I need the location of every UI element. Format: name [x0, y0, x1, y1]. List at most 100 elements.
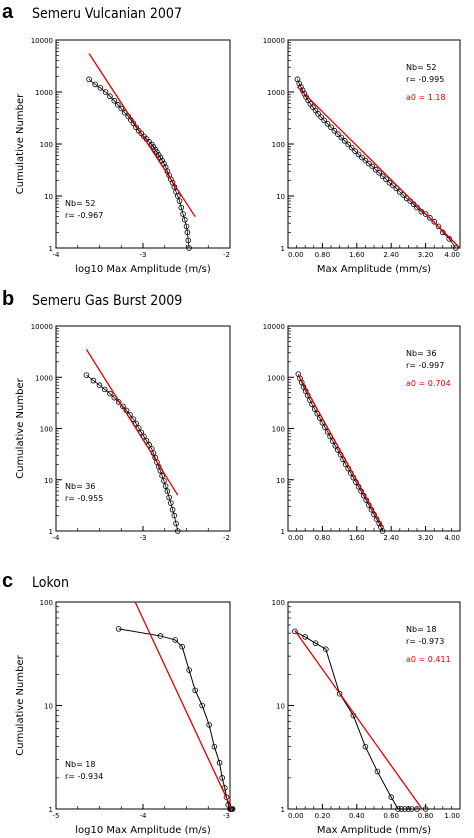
y-tick-label: 1: [49, 245, 53, 253]
data-point: [86, 76, 92, 83]
data-point: [422, 806, 429, 812]
y-tick-label: 1000: [35, 374, 53, 382]
data-point: [398, 806, 405, 812]
data-point: [302, 634, 309, 640]
data-point: [183, 223, 190, 230]
data-point: [161, 160, 167, 167]
chart-b-left: 1 10 100 1000 10000 -4 -3 -2 Cumulative Number Nb…: [15, 323, 231, 542]
stat-r: r= -0.973: [406, 637, 444, 646]
data-point: [219, 775, 225, 781]
x-axis-label: Max Amplitude (mm/s): [317, 825, 431, 836]
data-point: [379, 173, 386, 180]
data-point: [352, 148, 358, 154]
data-point: [345, 141, 352, 148]
data-point: [335, 131, 341, 137]
chart-a-left: 1 10 100 1000 10000 -4 -3 -2 log10 Max Amplitude…: [15, 37, 231, 275]
data-point: [296, 80, 302, 87]
data-point: [439, 229, 446, 236]
data-point: [169, 506, 176, 513]
data-point: [376, 169, 382, 176]
data-point: [186, 667, 192, 673]
stat-a0: a0 = 0.704: [406, 379, 451, 388]
y-tick-label: 100: [40, 141, 53, 149]
y-tick-label: 10000: [263, 37, 285, 45]
data-point: [154, 149, 160, 155]
data-point: [427, 215, 433, 221]
data-point: [318, 114, 324, 120]
data-point: [115, 626, 122, 632]
panel-letter-b: b: [2, 288, 15, 310]
data-point: [348, 144, 355, 151]
x-tick-label: 0.80: [315, 251, 331, 259]
y-tick-label: 10000: [31, 323, 53, 331]
y-tick-label: 10000: [263, 323, 285, 331]
x-tick-label: 0.00: [288, 251, 304, 259]
y-tick-label: 1: [281, 806, 285, 814]
data-point: [395, 806, 401, 812]
fit-line: [88, 53, 196, 218]
y-tick-label: 1: [281, 245, 285, 253]
panel-title-c: Lokon: [32, 575, 69, 591]
data-point: [83, 372, 90, 378]
data-point: [216, 759, 223, 766]
data-point: [331, 127, 338, 134]
fit-line: [297, 86, 461, 249]
fit-line: [297, 374, 384, 528]
x-tick-label: 1.60: [349, 251, 365, 259]
y-tick-label: 1000: [267, 89, 285, 97]
stat-r: r= -0.934: [65, 772, 103, 781]
x-tick-label: -4: [53, 534, 61, 542]
data-point: [179, 643, 185, 650]
x-tick-label: 4.00: [444, 251, 460, 259]
data-point: [223, 794, 230, 801]
y-axis-label: Cumulative Number: [15, 93, 26, 194]
data-point: [157, 154, 164, 161]
data-point: [168, 176, 174, 183]
y-tick-label: 100: [272, 426, 285, 434]
data-point: [199, 702, 205, 709]
y-tick-label: 10: [44, 477, 53, 485]
data-point: [164, 488, 171, 494]
data-point: [292, 628, 298, 635]
data-point: [379, 528, 386, 534]
data-point: [336, 690, 343, 697]
data-point: [414, 806, 420, 812]
data-point: [107, 390, 113, 397]
data-point: [172, 637, 178, 643]
y-tick-label: 100: [272, 141, 285, 149]
data-point: [184, 229, 191, 236]
stat-r: r= -0.995: [406, 75, 444, 84]
x-tick-label: 0.00: [288, 534, 304, 542]
data-point: [393, 185, 400, 192]
data-point: [171, 512, 178, 519]
y-tick-label: 100: [40, 599, 53, 607]
chart-c-left: 1 10 100 -5 -4 -3 log10 Max Amplitude (m/s) Cum…: [15, 599, 236, 836]
x-tick-label: 2.40: [383, 251, 399, 259]
data-point: [229, 806, 236, 812]
stat-a0: a0 = 1.18: [406, 93, 446, 102]
x-tick-label: -5: [53, 812, 60, 820]
data-point: [173, 520, 179, 527]
chart-a-right: 1 10 100 1000 10000 0.00 0.80 1.60 2.40 3.20 4.00 M…: [263, 37, 461, 275]
fit-line: [134, 601, 233, 810]
x-tick-label: 0.60: [383, 812, 399, 820]
data-point: [175, 193, 181, 199]
y-tick-label: 1000: [267, 374, 285, 382]
panel-title-b: Semeru Gas Burst 2009: [32, 293, 183, 309]
stat-a0: a0 = 0.411: [406, 655, 451, 664]
data-point: [362, 157, 369, 164]
y-axis-label: Cumulative Number: [15, 377, 26, 478]
stat-r: r= -0.955: [65, 494, 103, 503]
data-point: [402, 806, 408, 812]
data-point: [159, 472, 165, 479]
data-point: [390, 182, 396, 189]
x-tick-label: -2: [223, 534, 230, 542]
data-point: [102, 89, 109, 95]
x-tick-label: 0.80: [315, 534, 331, 542]
data-line: [294, 630, 426, 810]
y-tick-label: 1: [49, 528, 53, 536]
data-point: [92, 81, 98, 88]
x-tick-label: 2.40: [383, 534, 399, 542]
data-point: [374, 768, 381, 775]
